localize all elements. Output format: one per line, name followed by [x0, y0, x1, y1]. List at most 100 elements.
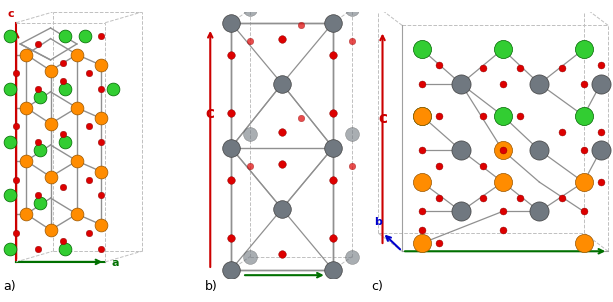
Point — [58, 238, 67, 243]
Point — [34, 87, 44, 92]
Point — [434, 63, 444, 68]
Text: a: a — [112, 258, 119, 268]
Point — [296, 116, 306, 121]
Point — [535, 82, 544, 86]
Point — [72, 105, 82, 110]
Point — [579, 241, 588, 246]
Text: a): a) — [3, 280, 16, 293]
Point — [417, 47, 427, 52]
Text: c: c — [7, 9, 14, 19]
Point — [328, 20, 338, 25]
Text: c): c) — [371, 280, 383, 293]
Point — [434, 113, 444, 118]
Text: c: c — [378, 111, 387, 126]
Point — [417, 82, 427, 86]
Point — [347, 164, 357, 169]
Point — [515, 66, 525, 70]
Point — [535, 148, 544, 153]
Point — [60, 87, 70, 92]
Point — [498, 82, 508, 86]
Point — [434, 196, 444, 201]
Point — [96, 193, 106, 198]
Point — [58, 132, 67, 137]
Point — [96, 87, 106, 92]
Point — [226, 145, 236, 150]
Point — [6, 193, 15, 198]
Point — [34, 246, 44, 251]
Point — [226, 111, 236, 115]
Point — [515, 196, 525, 201]
Point — [226, 20, 236, 25]
Point — [96, 116, 106, 121]
Point — [535, 209, 544, 214]
Point — [72, 212, 82, 217]
Point — [434, 164, 444, 169]
Point — [498, 228, 508, 233]
Point — [328, 145, 338, 150]
Point — [84, 124, 94, 129]
Point — [6, 87, 15, 92]
Point — [557, 66, 566, 70]
Point — [456, 82, 466, 86]
Point — [296, 23, 306, 28]
Point — [417, 228, 427, 233]
Point — [21, 52, 31, 57]
Point — [456, 209, 466, 214]
Point — [579, 209, 588, 214]
Point — [226, 52, 236, 57]
Point — [46, 175, 56, 179]
Text: c: c — [206, 106, 215, 120]
Point — [6, 246, 15, 251]
Point — [96, 140, 106, 145]
Point — [328, 111, 338, 115]
Point — [596, 129, 606, 134]
Point — [11, 177, 21, 182]
Point — [498, 148, 508, 153]
Point — [245, 132, 255, 137]
Point — [596, 180, 606, 185]
Point — [417, 113, 427, 118]
Point — [328, 52, 338, 57]
Point — [21, 212, 31, 217]
Point — [72, 52, 82, 57]
Point — [96, 222, 106, 227]
Point — [557, 129, 566, 134]
Point — [328, 236, 338, 240]
Point — [58, 60, 67, 65]
Point — [417, 180, 427, 185]
Point — [36, 148, 45, 153]
Point — [417, 241, 427, 246]
Point — [46, 121, 56, 126]
Text: b: b — [374, 217, 381, 227]
Point — [579, 113, 588, 118]
Point — [11, 230, 21, 235]
Point — [226, 177, 236, 182]
Point — [478, 164, 488, 169]
Point — [11, 124, 21, 129]
Point — [347, 132, 357, 137]
Point — [245, 164, 255, 169]
Point — [579, 180, 588, 185]
Point — [34, 42, 44, 47]
Point — [277, 252, 287, 256]
Point — [84, 230, 94, 235]
Point — [60, 140, 70, 145]
Point — [21, 159, 31, 163]
Point — [72, 159, 82, 163]
Point — [328, 177, 338, 182]
Point — [6, 140, 15, 145]
Point — [498, 113, 508, 118]
Point — [498, 148, 508, 153]
Point — [579, 82, 588, 86]
Point — [596, 63, 606, 68]
Point — [34, 140, 44, 145]
Point — [498, 47, 508, 52]
Point — [328, 268, 338, 272]
Point — [579, 148, 588, 153]
Point — [58, 185, 67, 190]
Point — [96, 169, 106, 174]
Point — [226, 268, 236, 272]
Point — [245, 7, 255, 12]
Point — [245, 39, 255, 44]
Point — [478, 66, 488, 70]
